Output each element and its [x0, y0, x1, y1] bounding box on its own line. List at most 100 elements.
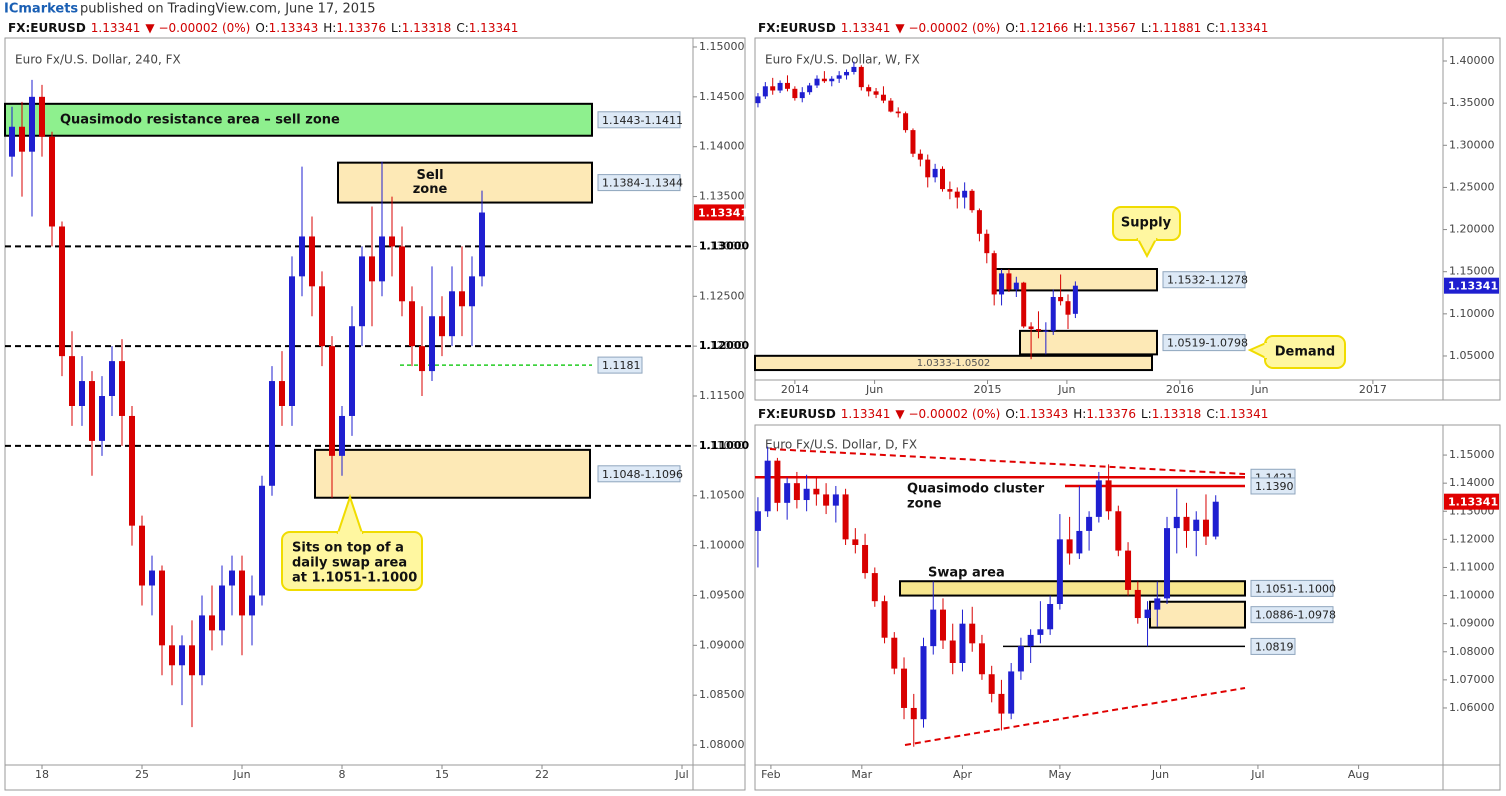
quote-value: 1.13318: [402, 21, 452, 35]
candle-body: [79, 381, 85, 406]
candle-body: [1154, 598, 1161, 610]
candle-body: [940, 168, 946, 190]
last-price-tag: [694, 204, 744, 221]
level-label: 1.1390: [1255, 480, 1294, 493]
candle-body: [1021, 282, 1027, 327]
candle-body: [1050, 296, 1056, 331]
quote-key: O:: [1005, 21, 1018, 35]
level-label: 1.0819: [1255, 640, 1294, 653]
candle-body: [1072, 285, 1078, 314]
zone: [1149, 600, 1246, 629]
candle-body: [139, 525, 145, 586]
candle-body: [880, 94, 886, 101]
candle-body: [369, 256, 375, 282]
zone-text: zone: [413, 182, 448, 197]
quote-key: C:: [1206, 21, 1218, 35]
quote-key: H:: [1073, 21, 1086, 35]
candle-body: [259, 485, 265, 596]
y-tick-label: 1.40000: [1449, 54, 1495, 67]
candle-body: [881, 601, 888, 638]
candle-body: [1028, 326, 1034, 330]
y-tick-label: 1.35000: [1449, 96, 1495, 109]
candle-body: [1066, 539, 1073, 554]
candle-body: [754, 511, 761, 531]
candle-body: [784, 483, 791, 503]
x-tick-label: Mar: [851, 768, 872, 781]
candle-body: [978, 643, 985, 675]
x-tick-label: 2015: [974, 383, 1002, 396]
x-tick-label: Apr: [953, 768, 973, 781]
candle-body: [1095, 480, 1102, 517]
last-price-label: 1.13341: [698, 206, 748, 219]
x-tick-label: Jun: [1057, 383, 1075, 396]
author-link[interactable]: ICmarkets: [4, 2, 78, 17]
candle-body: [419, 346, 425, 372]
zone-label-bg: [1250, 606, 1334, 624]
symbol: FX:EURUSD: [8, 21, 86, 35]
quote-value: ▼ −0.00002 (0%): [895, 407, 1000, 421]
x-tick-label: 18: [35, 768, 49, 781]
chart-subtitle: Euro Fx/U.S. Dollar, D, FX: [765, 438, 917, 452]
candle-body: [1212, 501, 1219, 537]
chart-subtitle: Euro Fx/U.S. Dollar, W, FX: [765, 53, 920, 67]
candle-body: [807, 85, 813, 93]
symbol: FX:EURUSD: [758, 407, 836, 421]
candle-body: [803, 488, 810, 501]
candle-body: [359, 256, 365, 327]
zone: [899, 580, 1246, 597]
quote-value: 1.13341: [469, 21, 519, 35]
quote-key: C:: [1206, 407, 1218, 421]
candle-body: [1013, 282, 1019, 290]
quote-key: H:: [1073, 407, 1086, 421]
quote-value: 1.13567: [1086, 21, 1136, 35]
candle-body: [976, 210, 982, 234]
quote-key: C:: [456, 21, 468, 35]
candle-body: [871, 573, 878, 602]
zone: [754, 354, 1153, 372]
candle-body: [289, 276, 295, 406]
zone-text: Sell: [416, 168, 443, 183]
zone-label: 1.1051-1.1000: [1255, 582, 1336, 595]
zone-text: Quasimodo resistance area – sell zone: [60, 112, 340, 127]
candle-body: [1134, 589, 1141, 619]
quote-value: 1.13376: [336, 21, 386, 35]
candle-body: [999, 273, 1005, 295]
y-tick-label: 1.15000: [1449, 265, 1495, 278]
candle-body: [901, 668, 908, 708]
callout-text: Swap area: [928, 566, 1005, 581]
candle-body: [836, 75, 842, 79]
symbol-quote: FX:EURUSD 1.13341 ▼ −0.00002 (0%) O:1.13343…: [758, 407, 1268, 421]
candle-body: [969, 623, 976, 644]
y-tick-label: 1.10000: [699, 539, 745, 552]
y-tick-label: 1.11000: [1449, 560, 1495, 573]
candle-body: [988, 674, 995, 694]
zone-label-bg: [1162, 271, 1246, 289]
candle-body: [479, 212, 485, 277]
quote-value: 1.13376: [1086, 407, 1136, 421]
zone-label-bg: [1250, 579, 1334, 597]
candle-body: [239, 570, 245, 616]
candle-body: [1017, 646, 1024, 672]
quote-value: 1.13341: [841, 21, 891, 35]
callout-text: daily swap area: [292, 556, 407, 571]
candle-body: [844, 71, 850, 76]
candle-body: [947, 189, 953, 192]
y-tick-label: 1.13000: [699, 239, 745, 252]
candle-body: [19, 126, 25, 152]
y-tick-label: 1.08000: [699, 738, 745, 751]
candle-body: [949, 640, 956, 663]
candle-body: [189, 645, 195, 676]
zone: [337, 161, 593, 204]
candle-body: [299, 236, 305, 277]
candle-body: [762, 86, 768, 97]
candle-body: [832, 494, 839, 506]
y-tick-label: 1.30000: [1449, 138, 1495, 151]
candle-body: [1056, 539, 1063, 604]
y-tick-label: 1.11500: [699, 389, 745, 402]
candle-body: [199, 615, 205, 676]
candle-body: [984, 233, 990, 254]
candle-body: [793, 483, 800, 501]
y-tick-label: 1.13500: [699, 190, 745, 203]
x-tick-label: 8: [339, 768, 346, 781]
